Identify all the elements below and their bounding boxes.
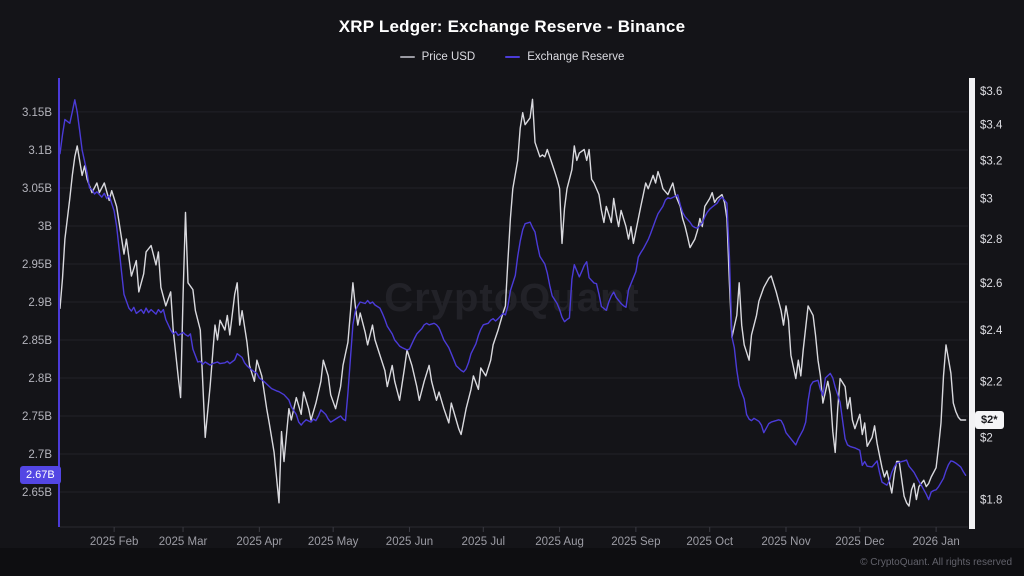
legend-label-price: Price USD bbox=[421, 51, 476, 63]
y-left-tick-label: 3.15B bbox=[22, 107, 52, 119]
x-tick-label: 2025 Feb bbox=[90, 536, 139, 548]
chart-title: XRP Ledger: Exchange Reserve - Binance bbox=[338, 17, 686, 36]
x-tick-label: 2025 May bbox=[308, 536, 359, 548]
reserve-line-swatch-icon bbox=[505, 56, 521, 58]
y-left-tick-label: 2.95B bbox=[22, 259, 52, 271]
x-tick-label: 2025 Aug bbox=[535, 536, 584, 548]
x-tick-label: 2025 Jun bbox=[386, 536, 433, 548]
reserve-last-value-badge: 2.67B bbox=[20, 466, 61, 485]
y-right-tick-label: $2.2 bbox=[980, 376, 1002, 388]
legend: Price USD Exchange Reserve bbox=[0, 51, 1024, 63]
right-axis-scrollbar[interactable] bbox=[969, 78, 975, 529]
y-right-tick-label: $3 bbox=[980, 193, 993, 205]
y-left-tick-label: 2.85B bbox=[22, 335, 52, 347]
legend-item-reserve[interactable]: Exchange Reserve bbox=[505, 51, 624, 63]
x-tick-label: 2025 Apr bbox=[236, 536, 282, 548]
x-tick-label: 2025 Mar bbox=[159, 536, 208, 548]
y-left-tick-label: 2.9B bbox=[28, 297, 52, 309]
x-tick-label: 2025 Dec bbox=[835, 536, 884, 548]
price-last-value-badge: $2* bbox=[975, 411, 1004, 429]
y-right-tick-label: $2.8 bbox=[980, 234, 1002, 246]
x-tick-label: 2026 Jan bbox=[912, 536, 959, 548]
legend-item-price[interactable]: Price USD bbox=[399, 51, 476, 63]
x-tick-label: 2025 Oct bbox=[686, 536, 733, 548]
y-right-tick-label: $2.4 bbox=[980, 325, 1003, 337]
y-right-tick-label: $2 bbox=[980, 432, 993, 444]
price-line-swatch-icon bbox=[399, 56, 415, 58]
y-left-tick-label: 2.75B bbox=[22, 411, 52, 423]
y-right-tick-label: $3.4 bbox=[980, 120, 1003, 132]
x-tick-label: 2025 Jul bbox=[462, 536, 505, 548]
y-right-tick-label: $3.2 bbox=[980, 155, 1002, 167]
y-right-tick-label: $3.6 bbox=[980, 86, 1002, 98]
y-left-tick-label: 2.65B bbox=[22, 487, 52, 499]
exchange-reserve-line bbox=[59, 99, 967, 501]
y-left-tick-label: 3.05B bbox=[22, 183, 52, 195]
y-left-tick-label: 3.1B bbox=[28, 145, 52, 157]
x-tick-label: 2025 Sep bbox=[611, 536, 660, 548]
footer-bar: © CryptoQuant. All rights reserved bbox=[0, 548, 1024, 576]
price-usd-line bbox=[59, 98, 967, 507]
y-left-tick-label: 3B bbox=[38, 221, 52, 233]
y-right-tick-label: $1.8 bbox=[980, 495, 1002, 507]
y-left-tick-label: 2.7B bbox=[28, 449, 52, 461]
copyright-text: © CryptoQuant. All rights reserved bbox=[860, 556, 1012, 568]
y-left-tick-label: 2.8B bbox=[28, 373, 52, 385]
y-right-tick-label: $2.6 bbox=[980, 278, 1002, 290]
legend-label-reserve: Exchange Reserve bbox=[527, 51, 625, 63]
x-tick-label: 2025 Nov bbox=[761, 536, 810, 548]
